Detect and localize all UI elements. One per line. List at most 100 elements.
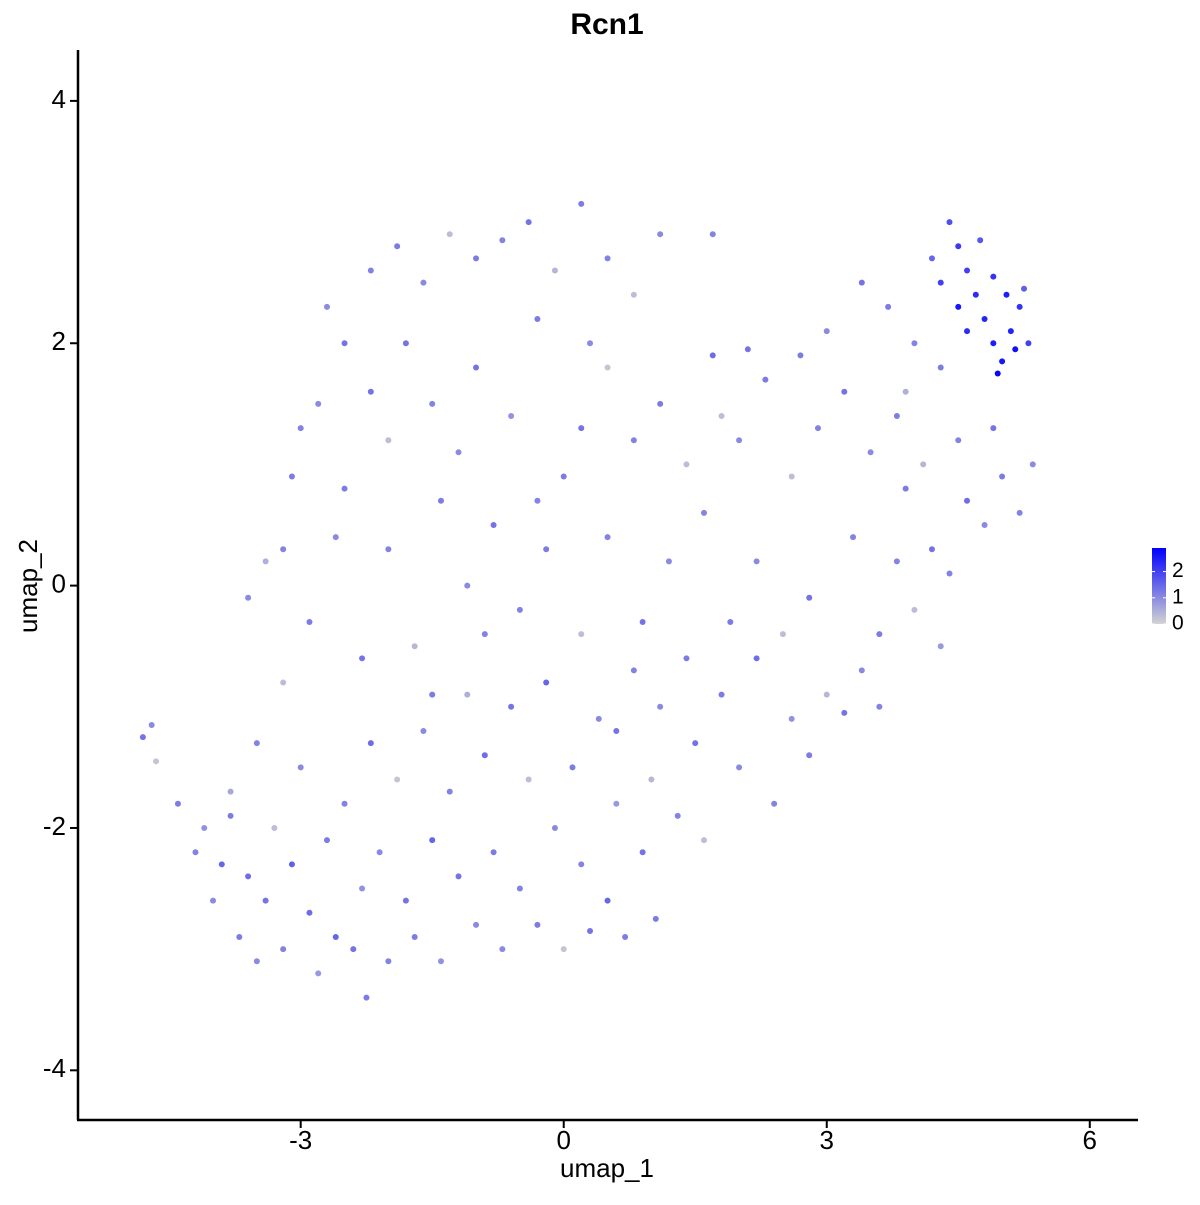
point bbox=[657, 231, 664, 238]
point bbox=[972, 291, 979, 298]
point bbox=[534, 497, 541, 504]
point bbox=[271, 824, 278, 831]
point bbox=[473, 255, 480, 262]
point bbox=[385, 546, 392, 553]
point bbox=[718, 412, 725, 419]
point bbox=[262, 897, 269, 904]
y-tick-label: -2 bbox=[43, 811, 66, 841]
point bbox=[701, 837, 708, 844]
y-axis-label: umap_2 bbox=[13, 539, 43, 633]
point bbox=[367, 740, 374, 747]
point bbox=[736, 437, 743, 444]
point bbox=[192, 849, 199, 856]
point bbox=[525, 776, 532, 783]
point bbox=[429, 691, 436, 698]
point bbox=[718, 691, 725, 698]
point bbox=[994, 370, 1001, 377]
point bbox=[551, 267, 558, 274]
point bbox=[227, 788, 234, 795]
point bbox=[604, 534, 611, 541]
point bbox=[858, 279, 865, 286]
x-axis-label: umap_1 bbox=[560, 1153, 654, 1183]
point bbox=[1029, 461, 1036, 468]
point bbox=[841, 709, 848, 716]
point bbox=[543, 546, 550, 553]
x-tick-label: 3 bbox=[820, 1125, 834, 1155]
point bbox=[578, 861, 585, 868]
point bbox=[578, 631, 585, 638]
point bbox=[587, 340, 594, 347]
point bbox=[245, 873, 252, 880]
y-tick-label: 2 bbox=[52, 326, 66, 356]
point bbox=[630, 667, 637, 674]
point bbox=[674, 812, 681, 819]
point bbox=[850, 534, 857, 541]
x-tick-label: 6 bbox=[1083, 1125, 1097, 1155]
point bbox=[578, 425, 585, 432]
point bbox=[595, 715, 602, 722]
point bbox=[394, 243, 401, 250]
point bbox=[990, 340, 997, 347]
point bbox=[753, 655, 760, 662]
point bbox=[885, 303, 892, 310]
point bbox=[139, 734, 146, 741]
point bbox=[964, 328, 971, 335]
point bbox=[1025, 340, 1032, 347]
point bbox=[359, 885, 366, 892]
point bbox=[665, 558, 672, 565]
point bbox=[464, 691, 471, 698]
point bbox=[911, 340, 918, 347]
point bbox=[437, 958, 444, 965]
point bbox=[814, 425, 821, 432]
point bbox=[297, 425, 304, 432]
point bbox=[823, 691, 830, 698]
point bbox=[490, 849, 497, 856]
point bbox=[977, 237, 984, 244]
colorbar-tick-label: 0 bbox=[1172, 612, 1184, 635]
point bbox=[893, 412, 900, 419]
point bbox=[481, 752, 488, 759]
point bbox=[928, 255, 935, 262]
point bbox=[280, 546, 287, 553]
point bbox=[990, 425, 997, 432]
point bbox=[516, 606, 523, 613]
point bbox=[990, 273, 997, 280]
point bbox=[613, 800, 620, 807]
point bbox=[253, 740, 260, 747]
point bbox=[402, 897, 409, 904]
point bbox=[1012, 346, 1019, 353]
point bbox=[245, 594, 252, 601]
point bbox=[779, 631, 786, 638]
point bbox=[604, 255, 611, 262]
point bbox=[490, 522, 497, 529]
point bbox=[771, 800, 778, 807]
point bbox=[262, 558, 269, 565]
point bbox=[516, 885, 523, 892]
point bbox=[762, 376, 769, 383]
point bbox=[420, 279, 427, 286]
point bbox=[604, 897, 611, 904]
point bbox=[280, 679, 287, 686]
point bbox=[1003, 291, 1010, 298]
point bbox=[473, 921, 480, 928]
point bbox=[867, 449, 874, 456]
point bbox=[534, 921, 541, 928]
point bbox=[876, 703, 883, 710]
chart-title: Rcn1 bbox=[570, 8, 643, 41]
point bbox=[652, 915, 659, 922]
point bbox=[306, 618, 313, 625]
point bbox=[964, 497, 971, 504]
point bbox=[727, 618, 734, 625]
point bbox=[551, 824, 558, 831]
point bbox=[999, 473, 1006, 480]
point bbox=[639, 849, 646, 856]
point bbox=[385, 437, 392, 444]
point bbox=[341, 485, 348, 492]
point bbox=[376, 849, 383, 856]
point bbox=[350, 946, 357, 953]
point bbox=[201, 824, 208, 831]
point bbox=[937, 643, 944, 650]
point bbox=[437, 497, 444, 504]
point bbox=[613, 728, 620, 735]
